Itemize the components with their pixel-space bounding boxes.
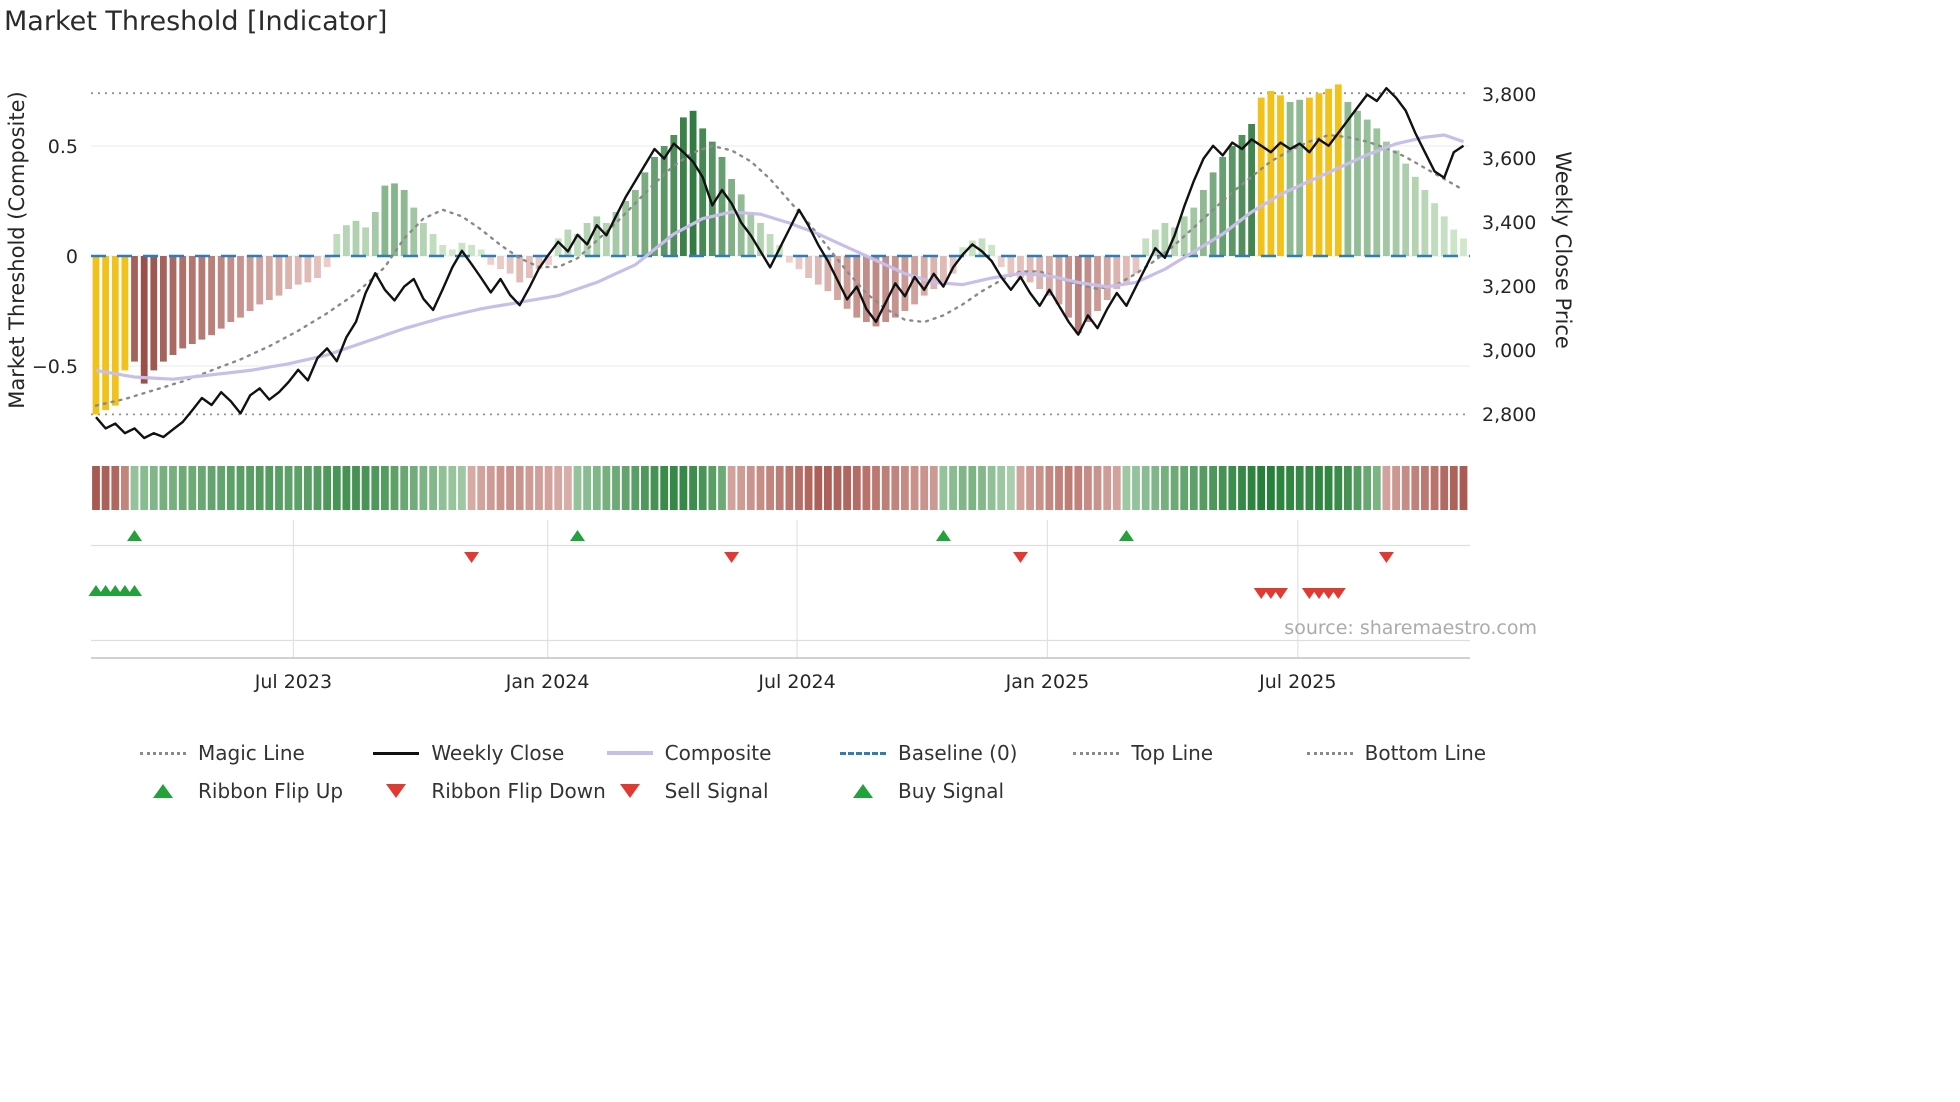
legend-item-ribbon-flip-up: Ribbon Flip Up [140, 778, 373, 804]
svg-text:Jan 2024: Jan 2024 [505, 671, 590, 693]
legend-label-buy-signal: Buy Signal [897, 779, 1005, 803]
legend-item-baseline: Baseline (0) [839, 740, 1073, 766]
weekly-close-line [95, 87, 1465, 440]
sell-signal-triangle-icon [619, 784, 640, 798]
composite-line [95, 133, 1465, 381]
magic-line [94, 133, 1465, 407]
svg-text:3,400: 3,400 [1482, 212, 1536, 234]
legend-label-baseline: Baseline (0) [897, 741, 1018, 765]
ribbon-flip-down-triangle-icon [386, 784, 407, 798]
svg-text:Jul 2024: Jul 2024 [757, 671, 835, 693]
svg-text:Market Threshold (Composite): Market Threshold (Composite) [5, 91, 29, 409]
buy-signal-triangle-icon [852, 784, 873, 798]
svg-text:0.5: 0.5 [48, 136, 78, 158]
axis-labels: 0.5 0 −0.5 3,800 3,600 3,400 3,200 3,000 2,800 Ju… [5, 84, 1575, 693]
baseline-swatch-icon [839, 751, 886, 755]
legend-item-magic-line: Magic Line [140, 740, 373, 766]
svg-text:3,200: 3,200 [1482, 276, 1536, 298]
legend-label-ribbon-flip-down: Ribbon Flip Down [431, 779, 606, 803]
svg-text:source: sharemaestro.com: source: sharemaestro.com [1284, 617, 1537, 639]
reference-lines [91, 92, 1470, 416]
source-credit: source: sharemaestro.com [1284, 617, 1537, 639]
svg-text:3,800: 3,800 [1482, 84, 1536, 106]
legend-label-ribbon-flip-up: Ribbon Flip Up [198, 779, 344, 803]
legend: Magic Line Weekly Close Composite Baseli… [140, 740, 1540, 804]
svg-text:Jul 2025: Jul 2025 [1258, 671, 1336, 693]
composite-swatch-icon [606, 751, 653, 755]
signal-panel-grid [91, 520, 1470, 659]
svg-text:−0.5: −0.5 [32, 356, 78, 378]
svg-text:Jan 2025: Jan 2025 [1005, 671, 1090, 693]
chart-canvas: source: sharemaestro.com 0.5 0 −0.5 3,800 3,6… [5, 84, 1575, 693]
composite-histogram-bars [92, 84, 1467, 415]
legend-item-weekly-close: Weekly Close [373, 740, 606, 766]
legend-item-sell-signal: Sell Signal [607, 778, 840, 804]
svg-text:3,600: 3,600 [1482, 148, 1536, 170]
legend-label-magic-line: Magic Line [198, 741, 305, 765]
legend-item-bottom-line: Bottom Line [1306, 740, 1540, 766]
bottom-line-swatch-icon [1306, 751, 1353, 755]
legend-label-composite: Composite [664, 741, 772, 765]
signal-markers [88, 530, 1394, 599]
top-line-swatch-icon [1073, 751, 1120, 755]
weekly-close-swatch-icon [373, 751, 420, 755]
legend-item-composite: Composite [606, 740, 840, 766]
svg-text:2,800: 2,800 [1482, 404, 1536, 426]
magic-line-swatch-icon [140, 751, 186, 755]
svg-text:0: 0 [66, 246, 78, 268]
legend-item-ribbon-flip-down: Ribbon Flip Down [373, 778, 606, 804]
ribbon-flip-up-triangle-icon [153, 784, 173, 798]
ribbon-strip [92, 466, 1468, 510]
svg-text:Jul 2023: Jul 2023 [254, 671, 332, 693]
svg-text:Weekly Close Price: Weekly Close Price [1551, 151, 1575, 349]
legend-item-top-line: Top Line [1073, 740, 1306, 766]
legend-label-weekly-close: Weekly Close [431, 741, 565, 765]
page-title: Market Threshold [Indicator] [4, 6, 388, 37]
legend-label-bottom-line: Bottom Line [1364, 741, 1487, 765]
legend-label-top-line: Top Line [1131, 741, 1214, 765]
legend-label-sell-signal: Sell Signal [664, 779, 769, 803]
legend-item-buy-signal: Buy Signal [840, 778, 1073, 804]
svg-text:3,000: 3,000 [1482, 340, 1536, 362]
